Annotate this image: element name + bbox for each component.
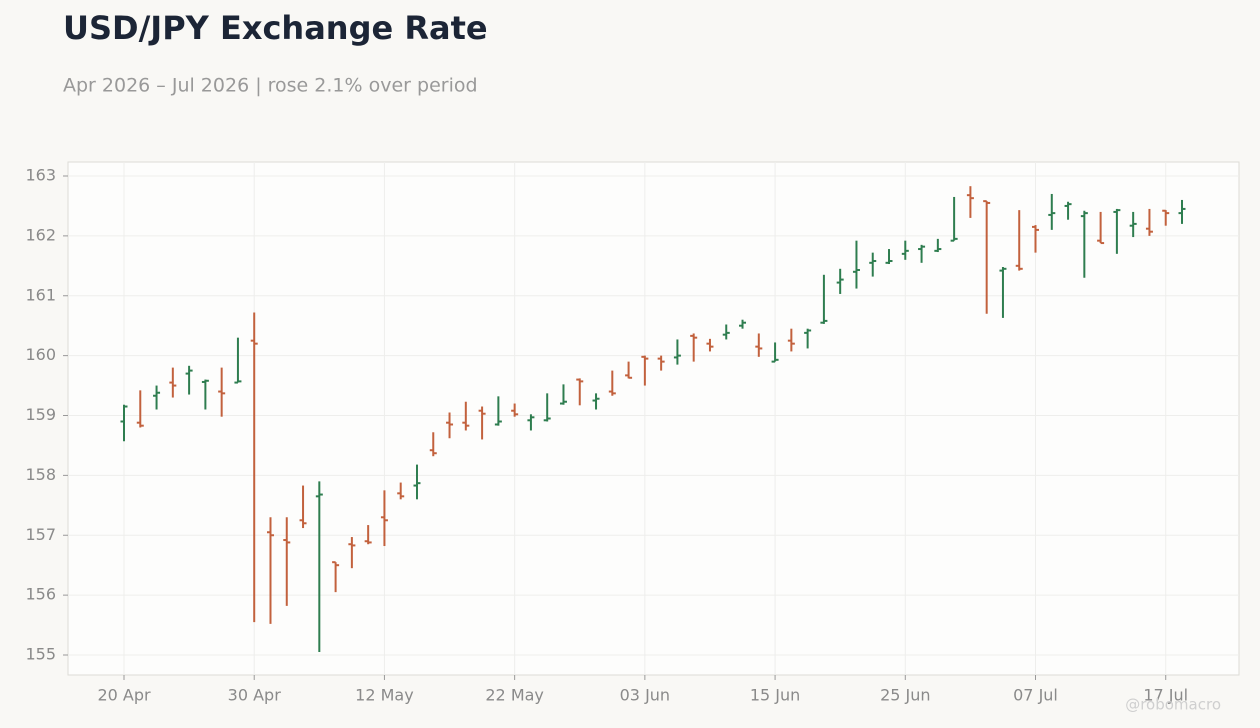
x-tick-label: 07 Jul: [1013, 686, 1058, 705]
y-tick-label: 161: [25, 285, 56, 304]
y-tick-label: 158: [25, 465, 56, 484]
chart-subtitle: Apr 2026 – Jul 2026 | rose 2.1% over per…: [63, 75, 478, 97]
x-tick-label: 03 Jun: [620, 686, 670, 705]
x-tick-label: 20 Apr: [97, 686, 151, 705]
x-tick-label: 22 May: [485, 686, 544, 705]
watermark: @robomacro: [1125, 696, 1221, 714]
y-tick-label: 163: [25, 166, 56, 185]
y-tick-label: 160: [25, 345, 56, 364]
y-tick-label: 155: [25, 645, 56, 664]
plot-area: [67, 161, 1240, 676]
y-tick-label: 156: [25, 585, 56, 604]
x-tick-label: 30 Apr: [228, 686, 282, 705]
x-tick-label: 25 Jun: [880, 686, 930, 705]
y-tick-label: 159: [25, 405, 56, 424]
x-tick-label: 17 Jul: [1143, 686, 1188, 705]
chart-title: USD/JPY Exchange Rate: [63, 9, 488, 47]
x-tick-label: 12 May: [355, 686, 414, 705]
y-tick-label: 162: [25, 225, 56, 244]
y-tick-label: 157: [25, 525, 56, 544]
x-tick-label: 15 Jun: [750, 686, 800, 705]
